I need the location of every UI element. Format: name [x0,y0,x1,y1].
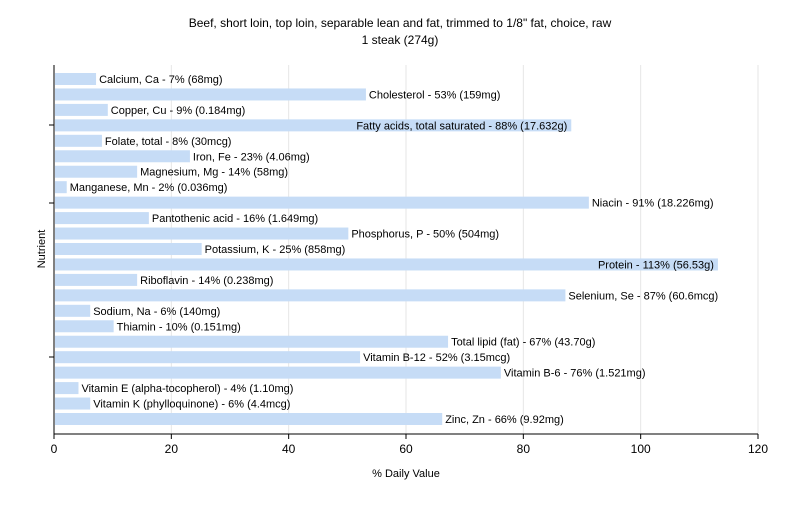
bar-label: Fatty acids, total saturated - 88% (17.6… [356,120,567,132]
bar [55,150,190,163]
x-tick-label: 20 [165,442,179,456]
bar-label: Niacin - 91% (18.226mg) [592,198,714,210]
bar-label: Sodium, Na - 6% (140mg) [93,306,220,318]
bar [55,227,349,240]
bar-label: Zinc, Zn - 66% (9.92mg) [445,414,564,426]
bar-label: Protein - 113% (56.53g) [598,259,714,271]
bar-label: Cholesterol - 53% (159mg) [369,89,500,101]
bar-label: Vitamin E (alpha-tocopherol) - 4% (1.10m… [81,383,293,395]
bar [55,196,589,209]
bar [55,382,79,395]
bar [55,320,114,333]
bar [55,88,366,101]
bars: Calcium, Ca - 7% (68mg) Cholesterol - 53%… [55,73,718,426]
bar-label: Iron, Fe - 23% (4.06mg) [193,151,310,163]
bar [55,243,202,255]
chart-title: Beef, short loin, top loin, separable le… [189,16,612,30]
chart-subtitle: 1 steak (274g) [362,33,439,47]
x-ticks: 0 20 40 60 80 100 120 [51,434,768,456]
bar [55,165,138,178]
x-tick-label: 40 [282,442,296,456]
bar [55,366,501,379]
bar [55,351,361,364]
bar [55,181,67,194]
bar-label: Total lipid (fat) - 67% (43.70g) [451,337,595,349]
bar-label: Vitamin B-12 - 52% (3.15mcg) [363,352,510,364]
bar [55,119,572,132]
bar [55,289,566,302]
bar [55,335,449,348]
bar [55,258,718,271]
bar [55,103,108,116]
x-tick-label: 80 [517,442,531,456]
bar-label: Phosphorus, P - 50% (504mg) [351,229,499,241]
bar-label: Calcium, Ca - 7% (68mg) [99,74,222,86]
bar [55,212,149,225]
x-tick-label: 0 [51,442,58,456]
bar-label: Vitamin K (phylloquinone) - 6% (4.4mcg) [93,399,290,411]
bar [55,134,102,147]
bar [55,304,91,317]
x-tick-label: 120 [748,442,768,456]
bar [55,397,91,410]
y-ticks [49,124,54,358]
bar-label: Folate, total - 8% (30mcg) [105,136,232,148]
y-axis-label: Nutrient [36,230,48,269]
bar-label: Pantothenic acid - 16% (1.649mg) [152,213,318,225]
bar [55,413,443,425]
x-tick-label: 60 [399,442,413,456]
bar-label: Vitamin B-6 - 76% (1.521mg) [504,368,646,380]
bar-label: Riboflavin - 14% (0.238mg) [140,275,273,287]
bar-label: Magnesium, Mg - 14% (58mg) [140,167,288,179]
bar-label: Thiamin - 10% (0.151mg) [117,321,241,333]
x-tick-label: 100 [631,442,651,456]
bar-label: Manganese, Mn - 2% (0.036mg) [70,182,228,194]
x-axis-label: % Daily Value [372,468,440,480]
bar-label: Copper, Cu - 9% (0.184mg) [111,105,246,117]
bar-label: Potassium, K - 25% (858mg) [205,244,346,256]
bar [55,73,97,85]
bar [55,273,138,286]
bar-label: Selenium, Se - 87% (60.6mcg) [568,290,718,302]
